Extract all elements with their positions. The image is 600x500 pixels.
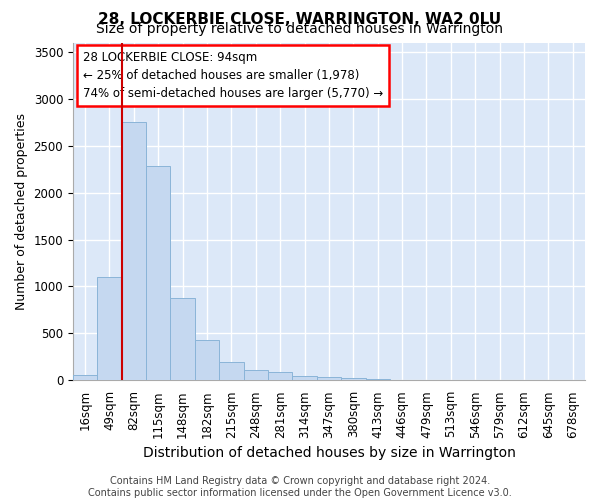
Text: Contains HM Land Registry data © Crown copyright and database right 2024.
Contai: Contains HM Land Registry data © Crown c…: [88, 476, 512, 498]
Bar: [170, 298, 195, 380]
Text: 28 LOCKERBIE CLOSE: 94sqm
← 25% of detached houses are smaller (1,978)
74% of se: 28 LOCKERBIE CLOSE: 94sqm ← 25% of detac…: [83, 51, 383, 100]
Bar: [244, 370, 268, 380]
Y-axis label: Number of detached properties: Number of detached properties: [15, 113, 28, 310]
Bar: [341, 378, 365, 380]
X-axis label: Distribution of detached houses by size in Warrington: Distribution of detached houses by size …: [143, 446, 515, 460]
Bar: [292, 376, 317, 380]
Bar: [317, 377, 341, 380]
Bar: [73, 375, 97, 380]
Bar: [97, 277, 122, 380]
Bar: [146, 166, 170, 380]
Bar: [195, 340, 219, 380]
Text: Size of property relative to detached houses in Warrington: Size of property relative to detached ho…: [97, 22, 503, 36]
Bar: [365, 379, 390, 380]
Bar: [268, 372, 292, 380]
Bar: [122, 122, 146, 380]
Text: 28, LOCKERBIE CLOSE, WARRINGTON, WA2 0LU: 28, LOCKERBIE CLOSE, WARRINGTON, WA2 0LU: [98, 12, 502, 28]
Bar: [219, 362, 244, 380]
